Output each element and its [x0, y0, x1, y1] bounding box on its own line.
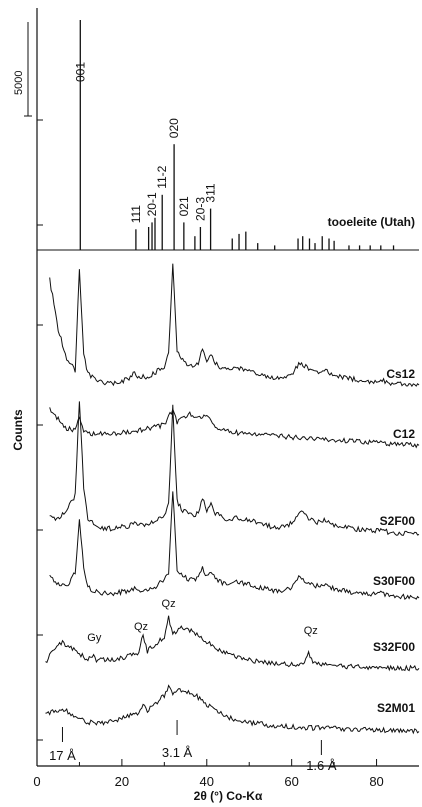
phase-annotation: Qz — [134, 621, 148, 633]
x-tick-label: 20 — [115, 774, 129, 789]
series-label: S32F00 — [373, 640, 415, 654]
series-line-s30f00 — [49, 491, 420, 600]
series-line-s32f00 — [45, 615, 420, 672]
reference-peak-label: 021 — [177, 196, 191, 216]
reference-peak-label: 11-2 — [155, 165, 169, 188]
x-tick-label: 80 — [369, 774, 383, 789]
series-label: C12 — [393, 427, 415, 441]
x-tick-label: 60 — [284, 774, 298, 789]
reference-peak-label: 311 — [204, 183, 218, 202]
d-spacing-label: 3.1 Å — [162, 745, 193, 760]
diffraction-series: Cs12 C12 S2F00 S30F00 S32F00 S2M01 — [45, 263, 420, 735]
series-line-c12 — [49, 407, 420, 449]
phase-annotations: Gy Qz Qz Qz — [87, 598, 318, 644]
y-axis-label: Counts — [11, 409, 25, 451]
series-label: Cs12 — [386, 367, 415, 381]
reference-peak-label: 111 — [129, 205, 143, 224]
reference-peak-label: 001 — [73, 62, 87, 82]
x-axis-ticks: 0 20 40 60 80 — [33, 759, 384, 789]
reference-peak-label: 20-3 — [193, 197, 207, 221]
series-line-s2m01 — [45, 684, 420, 735]
phase-annotation: Gy — [87, 632, 102, 644]
series-label: S2M01 — [377, 701, 415, 715]
series-label: S30F00 — [373, 574, 415, 588]
series-label: S2F00 — [380, 514, 416, 528]
x-tick-label: 40 — [200, 774, 214, 789]
reference-pattern — [37, 20, 419, 251]
reference-peak-label: 020 — [167, 118, 181, 138]
d-spacing-label: 17 Å — [49, 748, 76, 763]
d-spacing-label: 1.6 Å — [306, 758, 337, 773]
phase-annotation: Qz — [162, 598, 176, 610]
d-spacing-markers: 17 Å 3.1 Å 1.6 Å — [49, 720, 337, 773]
scale-bar-label: 5000 — [13, 71, 25, 95]
intensity-scale-bar: 5000 — [13, 22, 32, 117]
x-axis-label: 2θ (°) Co-Kα — [194, 789, 263, 803]
reference-name: tooeleite (Utah) — [328, 215, 415, 229]
x-tick-label: 0 — [33, 774, 40, 789]
reference-peak-label: 20-1 — [145, 192, 159, 216]
phase-annotation: Qz — [304, 625, 318, 637]
series-line-s2f00 — [49, 401, 420, 536]
series-line-cs12 — [49, 263, 420, 388]
plot-frame — [36, 8, 419, 767]
